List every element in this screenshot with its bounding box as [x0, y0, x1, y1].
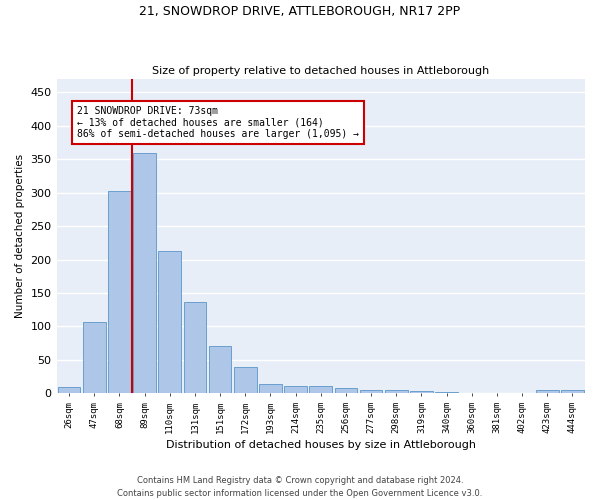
- Bar: [335, 388, 357, 393]
- Text: 21, SNOWDROP DRIVE, ATTLEBOROUGH, NR17 2PP: 21, SNOWDROP DRIVE, ATTLEBOROUGH, NR17 2…: [139, 5, 461, 18]
- Bar: [284, 386, 307, 393]
- Bar: [108, 192, 131, 393]
- Bar: [209, 346, 232, 393]
- Bar: [58, 387, 80, 393]
- Y-axis label: Number of detached properties: Number of detached properties: [15, 154, 25, 318]
- Text: Contains HM Land Registry data © Crown copyright and database right 2024.
Contai: Contains HM Land Registry data © Crown c…: [118, 476, 482, 498]
- Bar: [259, 384, 282, 393]
- Bar: [310, 386, 332, 393]
- Bar: [410, 391, 433, 393]
- Bar: [158, 251, 181, 393]
- Bar: [184, 302, 206, 393]
- Bar: [385, 390, 407, 393]
- Bar: [435, 392, 458, 393]
- Bar: [234, 367, 257, 393]
- Bar: [561, 390, 584, 393]
- Title: Size of property relative to detached houses in Attleborough: Size of property relative to detached ho…: [152, 66, 490, 76]
- Bar: [360, 390, 382, 393]
- Text: 21 SNOWDROP DRIVE: 73sqm
← 13% of detached houses are smaller (164)
86% of semi-: 21 SNOWDROP DRIVE: 73sqm ← 13% of detach…: [77, 106, 359, 139]
- Bar: [83, 322, 106, 393]
- X-axis label: Distribution of detached houses by size in Attleborough: Distribution of detached houses by size …: [166, 440, 476, 450]
- Bar: [133, 152, 156, 393]
- Bar: [536, 390, 559, 393]
